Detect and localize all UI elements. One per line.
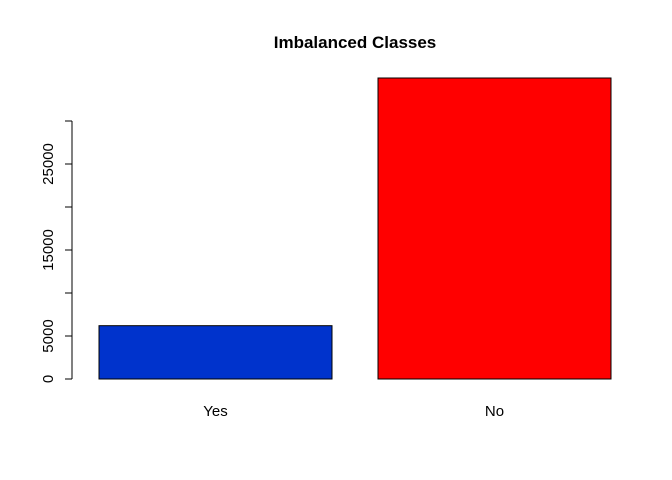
y-tick-label: 0 bbox=[40, 375, 57, 383]
bar-yes bbox=[98, 325, 333, 380]
y-tick-label: 5000 bbox=[40, 319, 57, 352]
y-axis: 0 5000 15000 25000 bbox=[40, 120, 73, 383]
y-tick-label: 25000 bbox=[40, 143, 57, 185]
bar-no bbox=[377, 77, 612, 380]
bars-group bbox=[98, 77, 612, 380]
y-tick-label: 15000 bbox=[40, 229, 57, 271]
x-axis-labels: Yes No bbox=[203, 403, 504, 420]
chart-title: Imbalanced Classes bbox=[274, 33, 437, 52]
x-category-label-yes: Yes bbox=[203, 403, 227, 420]
x-category-label-no: No bbox=[485, 403, 504, 420]
